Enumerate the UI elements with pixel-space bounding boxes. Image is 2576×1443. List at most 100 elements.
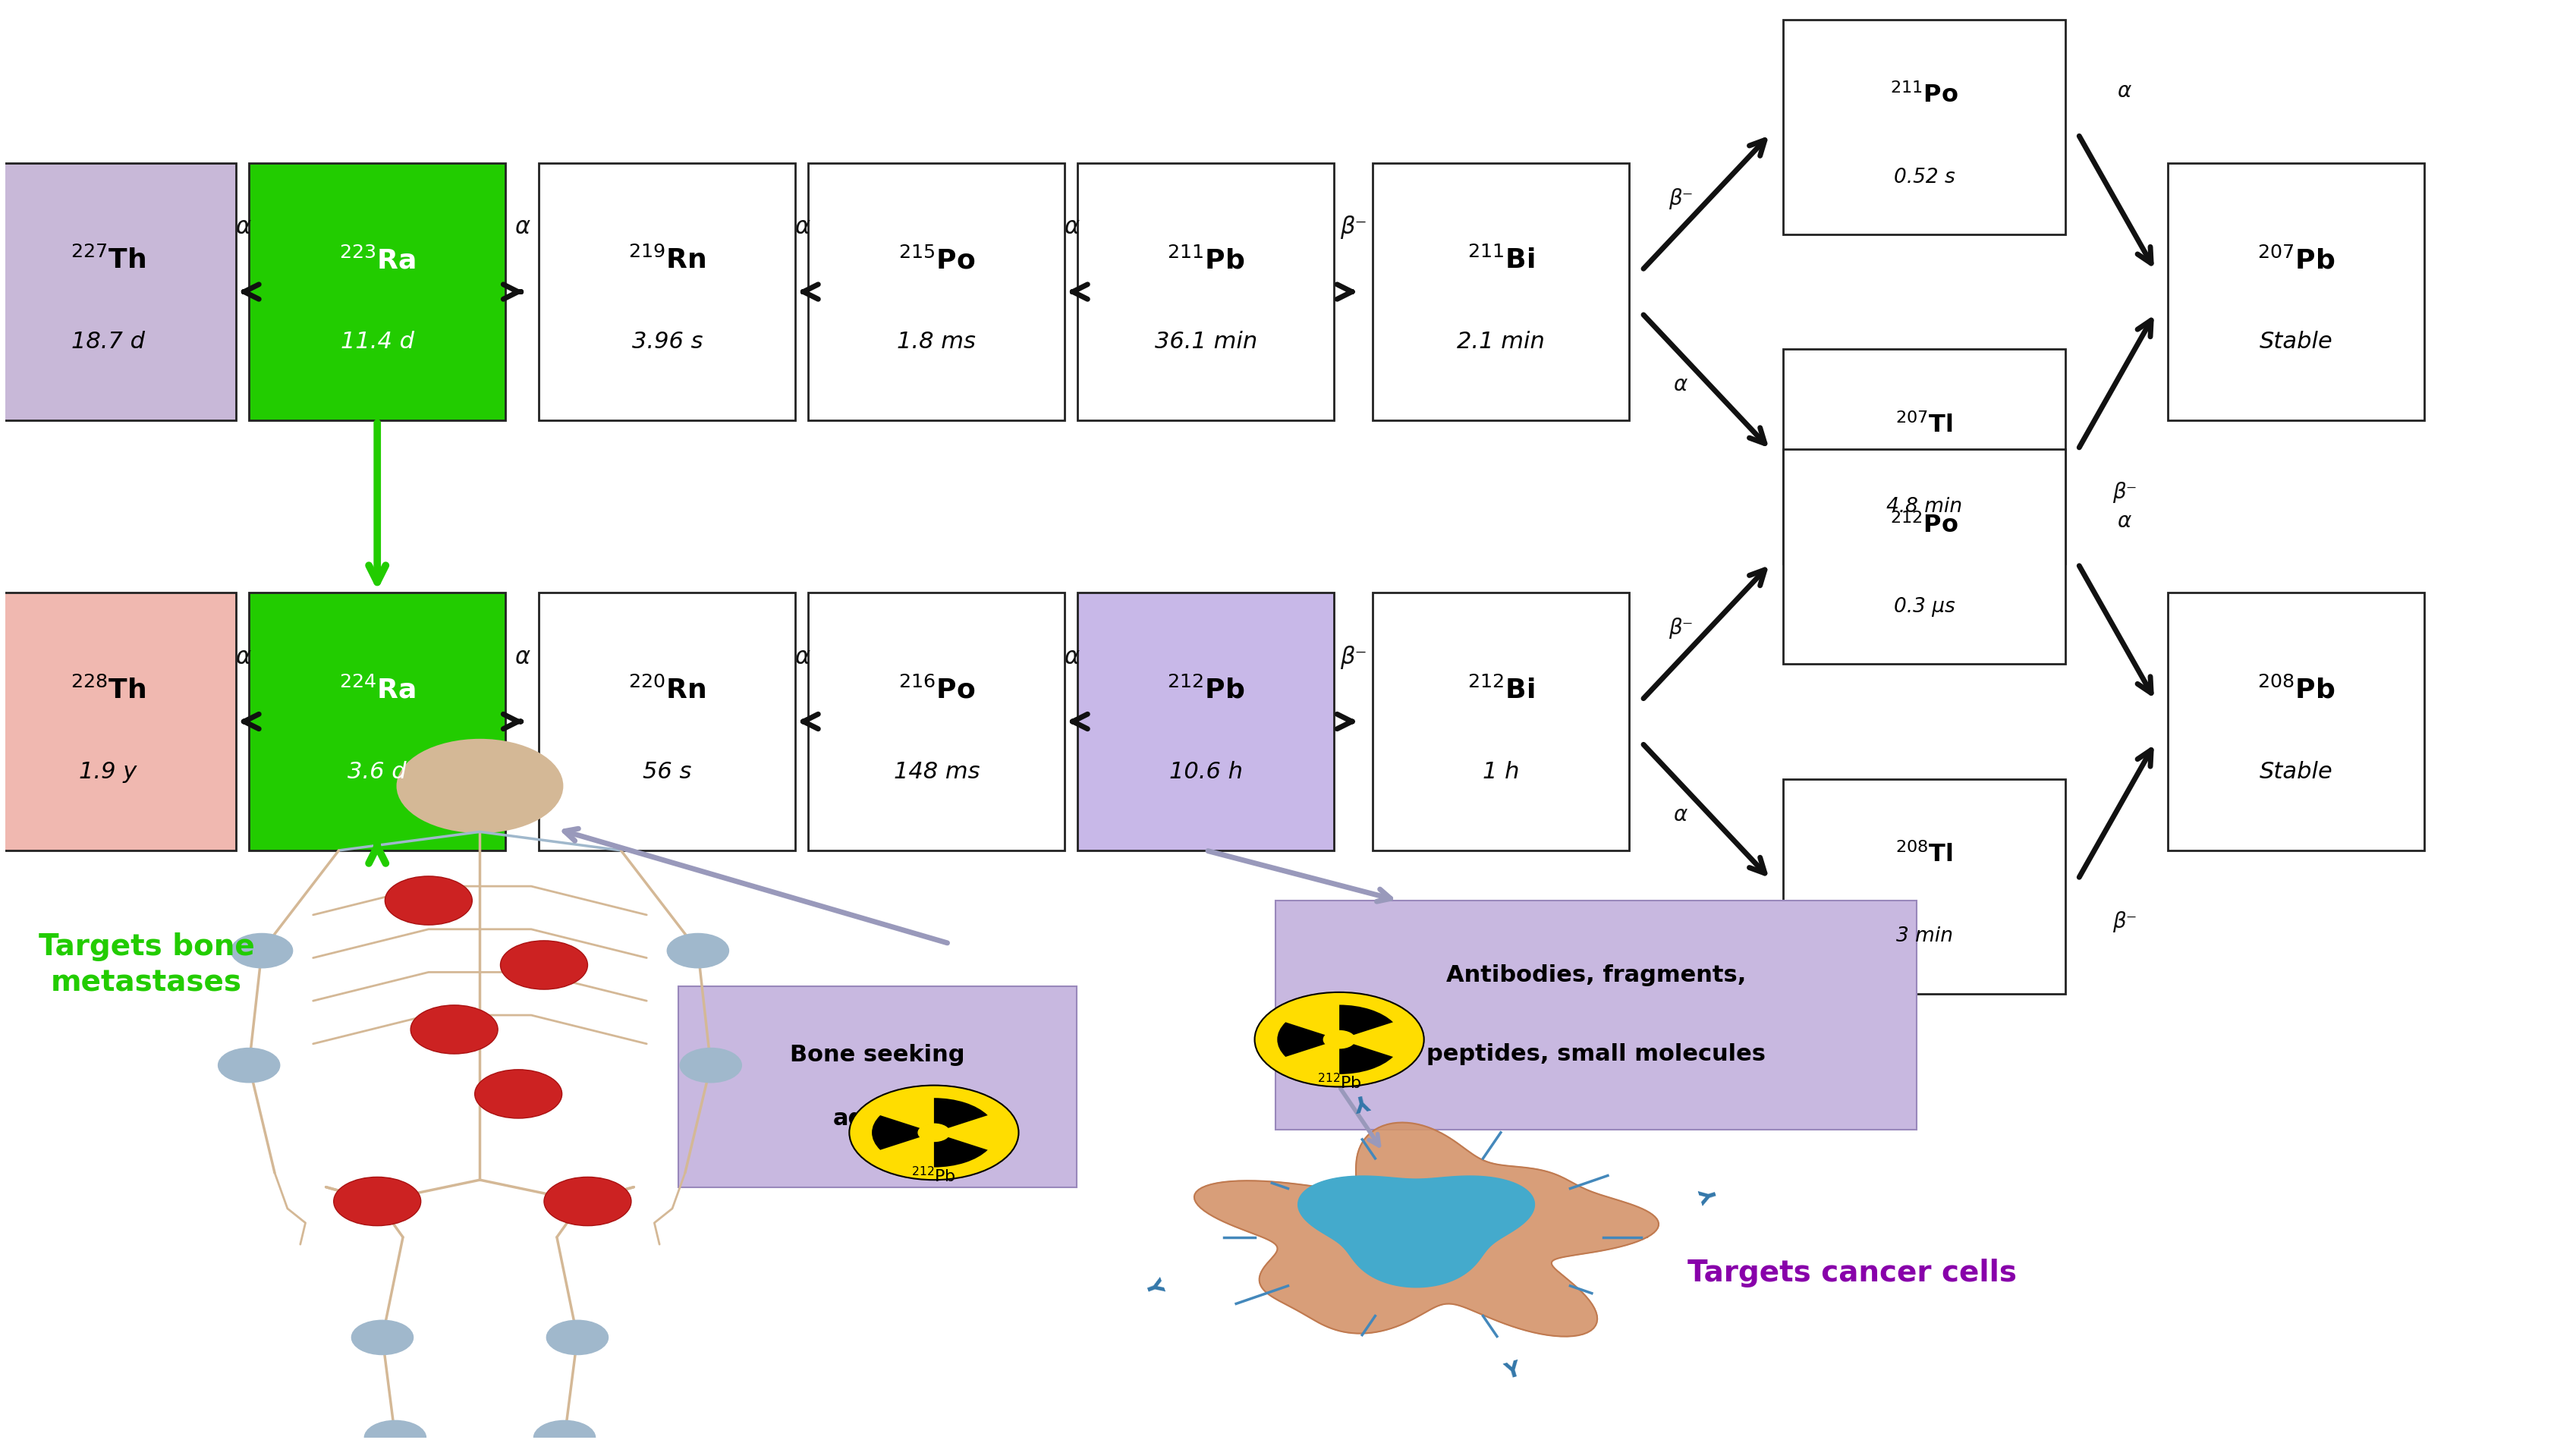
- Circle shape: [667, 934, 729, 968]
- Circle shape: [350, 1320, 412, 1355]
- Text: $^{208}$Tl: $^{208}$Tl: [1896, 843, 1953, 867]
- Text: β⁻: β⁻: [2112, 912, 2136, 932]
- Circle shape: [335, 1177, 420, 1225]
- Wedge shape: [935, 1137, 987, 1167]
- Text: $^{211}$Pb: $^{211}$Pb: [1167, 247, 1244, 274]
- FancyBboxPatch shape: [1077, 163, 1334, 421]
- Circle shape: [363, 1420, 425, 1443]
- Circle shape: [397, 740, 562, 831]
- Text: 56 s: 56 s: [644, 760, 690, 782]
- Text: 2.1 min: 2.1 min: [1458, 330, 1546, 354]
- Circle shape: [232, 934, 294, 968]
- Text: 36.1 min: 36.1 min: [1154, 330, 1257, 354]
- Text: α: α: [2117, 81, 2130, 102]
- Circle shape: [410, 1006, 497, 1053]
- FancyBboxPatch shape: [1373, 163, 1628, 421]
- Text: $^{208}$Pb: $^{208}$Pb: [2257, 677, 2334, 704]
- FancyBboxPatch shape: [809, 593, 1064, 850]
- Text: 1 h: 1 h: [1484, 760, 1520, 782]
- Text: α: α: [1674, 804, 1687, 825]
- Circle shape: [546, 1320, 608, 1355]
- Wedge shape: [1278, 1022, 1327, 1056]
- Text: 0.52 s: 0.52 s: [1893, 167, 1955, 188]
- Text: $^{212}$Bi: $^{212}$Bi: [1468, 677, 1535, 704]
- FancyBboxPatch shape: [250, 163, 505, 421]
- Text: 3.96 s: 3.96 s: [631, 330, 703, 354]
- Text: α: α: [793, 646, 809, 668]
- Text: β⁻: β⁻: [1669, 188, 1692, 209]
- Text: $^{216}$Po: $^{216}$Po: [899, 677, 974, 704]
- Text: α: α: [515, 646, 531, 668]
- Text: $^{207}$Pb: $^{207}$Pb: [2257, 247, 2334, 274]
- Text: $^{211}$Bi: $^{211}$Bi: [1468, 247, 1535, 274]
- Text: $^{211}$Po: $^{211}$Po: [1891, 84, 1958, 108]
- Text: β⁻: β⁻: [1340, 645, 1368, 668]
- FancyBboxPatch shape: [250, 593, 505, 850]
- Text: $^{212}$Pb: $^{212}$Pb: [912, 1166, 956, 1185]
- FancyBboxPatch shape: [538, 593, 796, 850]
- Text: $^{227}$Th: $^{227}$Th: [70, 247, 144, 274]
- Text: $^{212}$Pb: $^{212}$Pb: [1167, 677, 1244, 704]
- Text: 148 ms: 148 ms: [894, 760, 979, 782]
- Text: $^{223}$Ra: $^{223}$Ra: [340, 247, 415, 274]
- Circle shape: [1324, 1030, 1355, 1048]
- Text: Targets bone
metastases: Targets bone metastases: [39, 932, 255, 997]
- Circle shape: [850, 1085, 1018, 1180]
- Text: β⁻: β⁻: [1669, 618, 1692, 639]
- Text: β⁻: β⁻: [1340, 215, 1368, 240]
- FancyBboxPatch shape: [0, 593, 237, 850]
- Circle shape: [474, 1069, 562, 1118]
- Text: Targets cancer cells: Targets cancer cells: [1687, 1258, 2017, 1287]
- Circle shape: [544, 1177, 631, 1225]
- Text: 1.9 y: 1.9 y: [80, 760, 137, 782]
- Text: α: α: [234, 216, 250, 238]
- Text: $^{219}$Rn: $^{219}$Rn: [629, 247, 706, 274]
- Circle shape: [920, 1124, 948, 1140]
- Text: peptides, small molecules: peptides, small molecules: [1427, 1043, 1765, 1065]
- Circle shape: [1324, 1032, 1352, 1048]
- Wedge shape: [871, 1115, 922, 1150]
- Text: 4.8 min: 4.8 min: [1886, 496, 1963, 517]
- Wedge shape: [1340, 1043, 1394, 1074]
- Circle shape: [533, 1420, 595, 1443]
- FancyBboxPatch shape: [2169, 593, 2424, 850]
- FancyBboxPatch shape: [1783, 449, 2066, 664]
- Text: Y: Y: [1502, 1359, 1522, 1384]
- Wedge shape: [935, 1098, 987, 1128]
- Text: 3 min: 3 min: [1896, 926, 1953, 947]
- Circle shape: [219, 1048, 281, 1082]
- Text: α: α: [793, 216, 809, 238]
- Text: 11.4 d: 11.4 d: [340, 330, 415, 354]
- Text: Stable: Stable: [2259, 330, 2334, 354]
- Text: 18.7 d: 18.7 d: [72, 330, 144, 354]
- Text: $^{215}$Po: $^{215}$Po: [899, 247, 974, 274]
- Text: $^{220}$Rn: $^{220}$Rn: [629, 677, 706, 704]
- Text: Bone seeking: Bone seeking: [791, 1045, 966, 1066]
- Text: $^{212}$Pb: $^{212}$Pb: [1316, 1074, 1363, 1092]
- Text: Y: Y: [1698, 1185, 1723, 1206]
- Text: α: α: [1674, 374, 1687, 395]
- Text: Y: Y: [1141, 1276, 1164, 1297]
- Text: 3.6 d: 3.6 d: [348, 760, 407, 782]
- Text: Stable: Stable: [2259, 760, 2334, 782]
- Text: α: α: [2117, 511, 2130, 531]
- Circle shape: [680, 1048, 742, 1082]
- Text: agents: agents: [832, 1107, 922, 1130]
- Wedge shape: [1340, 1004, 1394, 1036]
- FancyBboxPatch shape: [0, 163, 237, 421]
- FancyBboxPatch shape: [1077, 593, 1334, 850]
- Text: 10.6 h: 10.6 h: [1170, 760, 1242, 782]
- FancyBboxPatch shape: [809, 163, 1064, 421]
- FancyBboxPatch shape: [677, 987, 1077, 1188]
- Polygon shape: [1298, 1176, 1535, 1287]
- Text: β⁻: β⁻: [2112, 482, 2136, 504]
- FancyBboxPatch shape: [538, 163, 796, 421]
- FancyBboxPatch shape: [2169, 163, 2424, 421]
- Circle shape: [1255, 993, 1425, 1087]
- Text: Antibodies, fragments,: Antibodies, fragments,: [1445, 964, 1747, 986]
- Text: α: α: [234, 646, 250, 668]
- Text: $^{212}$Po: $^{212}$Po: [1891, 512, 1958, 538]
- Text: Y: Y: [1352, 1088, 1373, 1113]
- Text: $^{207}$Tl: $^{207}$Tl: [1896, 413, 1953, 437]
- Circle shape: [917, 1124, 951, 1141]
